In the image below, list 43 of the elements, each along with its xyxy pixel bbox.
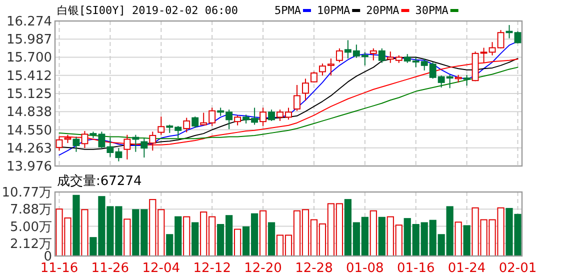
chart-title: 白银[SI00Y] 2019-02-02 06:00: [57, 4, 238, 17]
y-tick-label: 13.976: [6, 160, 52, 174]
y-tick-label: 14.263: [6, 141, 52, 156]
legend-label: 30PMA: [415, 4, 449, 17]
bar: [192, 222, 199, 256]
legend-label: 10PMA: [316, 4, 350, 17]
x-tick-label: 01-24: [448, 261, 486, 276]
x-tick-label: 02-01: [498, 261, 537, 276]
bar: [259, 210, 267, 256]
bar: [378, 216, 386, 256]
bar: [124, 218, 131, 256]
candlestick: [149, 131, 156, 152]
x-tick-label: 11-26: [91, 261, 130, 276]
y-tick-label: 15.412: [6, 68, 52, 84]
candlestick: [140, 137, 148, 158]
bar: [370, 210, 377, 256]
y-tick-label: 5.00万: [10, 220, 52, 235]
bar: [268, 222, 276, 256]
x-tick-label: 12-12: [193, 261, 231, 276]
x-tick-label: 11-16: [40, 261, 78, 276]
x-tick-label: 01-08: [346, 261, 384, 276]
bar: [183, 216, 190, 256]
legend-label: 20PMA: [366, 4, 400, 17]
bar: [81, 209, 88, 256]
bar: [454, 222, 462, 256]
x-tick-label: 12-28: [295, 261, 333, 276]
y-tick-label: 15.987: [6, 32, 52, 48]
y-tick-label: 10.77万: [2, 186, 52, 200]
y-tick-label: 14.838: [6, 105, 52, 120]
bar: [463, 225, 470, 256]
x-tick-label: 12-04: [142, 261, 180, 276]
legend-label: 5PMA: [274, 4, 302, 17]
y-tick-label: 7.88万: [10, 202, 52, 218]
y-tick-label: 15.125: [6, 87, 52, 102]
y-tick-label: 14.550: [6, 123, 52, 138]
y-tick-label: 15.700: [6, 50, 52, 66]
x-tick-label: 12-20: [244, 261, 282, 276]
bar: [72, 194, 80, 256]
x-tick-label: 01-16: [396, 261, 435, 276]
bar: [234, 228, 242, 256]
y-tick-label: 2.12万: [10, 236, 52, 252]
chart-title: 成交量:67274: [57, 173, 142, 189]
y-tick-label: 16.274: [6, 14, 52, 30]
